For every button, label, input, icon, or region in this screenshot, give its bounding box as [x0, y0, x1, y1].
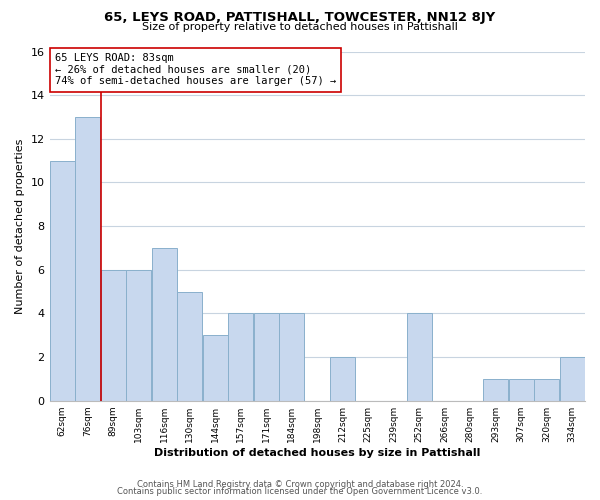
Bar	[407, 314, 431, 400]
Bar	[127, 270, 151, 400]
Text: Contains public sector information licensed under the Open Government Licence v3: Contains public sector information licen…	[118, 488, 482, 496]
Text: 65, LEYS ROAD, PATTISHALL, TOWCESTER, NN12 8JY: 65, LEYS ROAD, PATTISHALL, TOWCESTER, NN…	[104, 11, 496, 24]
Bar	[229, 314, 253, 400]
Text: Size of property relative to detached houses in Pattishall: Size of property relative to detached ho…	[142, 22, 458, 32]
Bar	[331, 357, 355, 401]
Bar	[254, 314, 278, 400]
Bar	[76, 117, 100, 401]
X-axis label: Distribution of detached houses by size in Pattishall: Distribution of detached houses by size …	[154, 448, 481, 458]
Text: Contains HM Land Registry data © Crown copyright and database right 2024.: Contains HM Land Registry data © Crown c…	[137, 480, 463, 489]
Bar	[560, 357, 584, 401]
Text: 65 LEYS ROAD: 83sqm
← 26% of detached houses are smaller (20)
74% of semi-detach: 65 LEYS ROAD: 83sqm ← 26% of detached ho…	[55, 53, 336, 86]
Bar	[280, 314, 304, 400]
Bar	[509, 379, 533, 400]
Bar	[50, 160, 74, 400]
Bar	[203, 335, 227, 400]
Bar	[152, 248, 176, 400]
Y-axis label: Number of detached properties: Number of detached properties	[15, 138, 25, 314]
Bar	[101, 270, 125, 400]
Bar	[484, 379, 508, 400]
Bar	[535, 379, 559, 400]
Bar	[178, 292, 202, 401]
